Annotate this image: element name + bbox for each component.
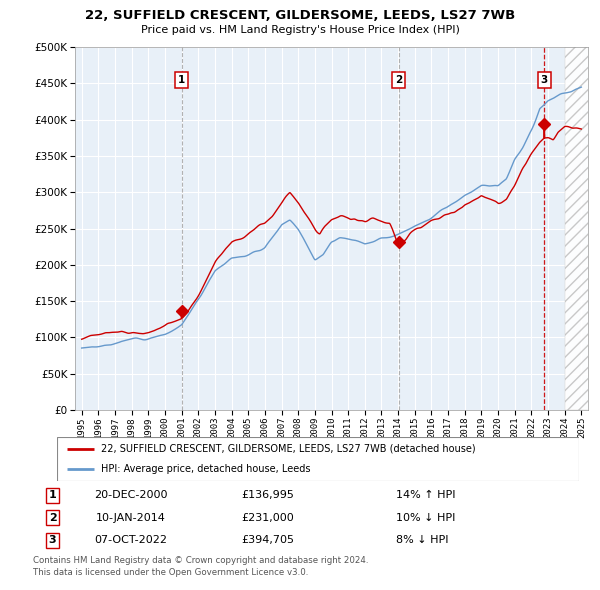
Text: 10% ↓ HPI: 10% ↓ HPI bbox=[396, 513, 455, 523]
Text: Price paid vs. HM Land Registry's House Price Index (HPI): Price paid vs. HM Land Registry's House … bbox=[140, 25, 460, 35]
Text: 8% ↓ HPI: 8% ↓ HPI bbox=[396, 535, 448, 545]
Text: HPI: Average price, detached house, Leeds: HPI: Average price, detached house, Leed… bbox=[101, 464, 311, 474]
Text: Contains HM Land Registry data © Crown copyright and database right 2024.: Contains HM Land Registry data © Crown c… bbox=[33, 556, 368, 565]
Bar bbox=[565, 47, 590, 410]
Text: 07-OCT-2022: 07-OCT-2022 bbox=[94, 535, 167, 545]
Text: 14% ↑ HPI: 14% ↑ HPI bbox=[396, 490, 455, 500]
Text: 3: 3 bbox=[49, 535, 56, 545]
Text: 1: 1 bbox=[178, 75, 185, 85]
Text: 20-DEC-2000: 20-DEC-2000 bbox=[94, 490, 167, 500]
Text: This data is licensed under the Open Government Licence v3.0.: This data is licensed under the Open Gov… bbox=[33, 568, 308, 576]
Bar bbox=[565, 47, 590, 410]
Text: 22, SUFFIELD CRESCENT, GILDERSOME, LEEDS, LS27 7WB (detached house): 22, SUFFIELD CRESCENT, GILDERSOME, LEEDS… bbox=[101, 444, 476, 454]
Text: 22, SUFFIELD CRESCENT, GILDERSOME, LEEDS, LS27 7WB: 22, SUFFIELD CRESCENT, GILDERSOME, LEEDS… bbox=[85, 9, 515, 22]
Text: 2: 2 bbox=[49, 513, 56, 523]
Text: 3: 3 bbox=[541, 75, 548, 85]
Text: £136,995: £136,995 bbox=[241, 490, 294, 500]
Text: £231,000: £231,000 bbox=[241, 513, 294, 523]
Text: 10-JAN-2014: 10-JAN-2014 bbox=[96, 513, 166, 523]
FancyBboxPatch shape bbox=[57, 437, 579, 481]
Text: £394,705: £394,705 bbox=[241, 535, 294, 545]
Text: 1: 1 bbox=[49, 490, 56, 500]
Text: 2: 2 bbox=[395, 75, 403, 85]
